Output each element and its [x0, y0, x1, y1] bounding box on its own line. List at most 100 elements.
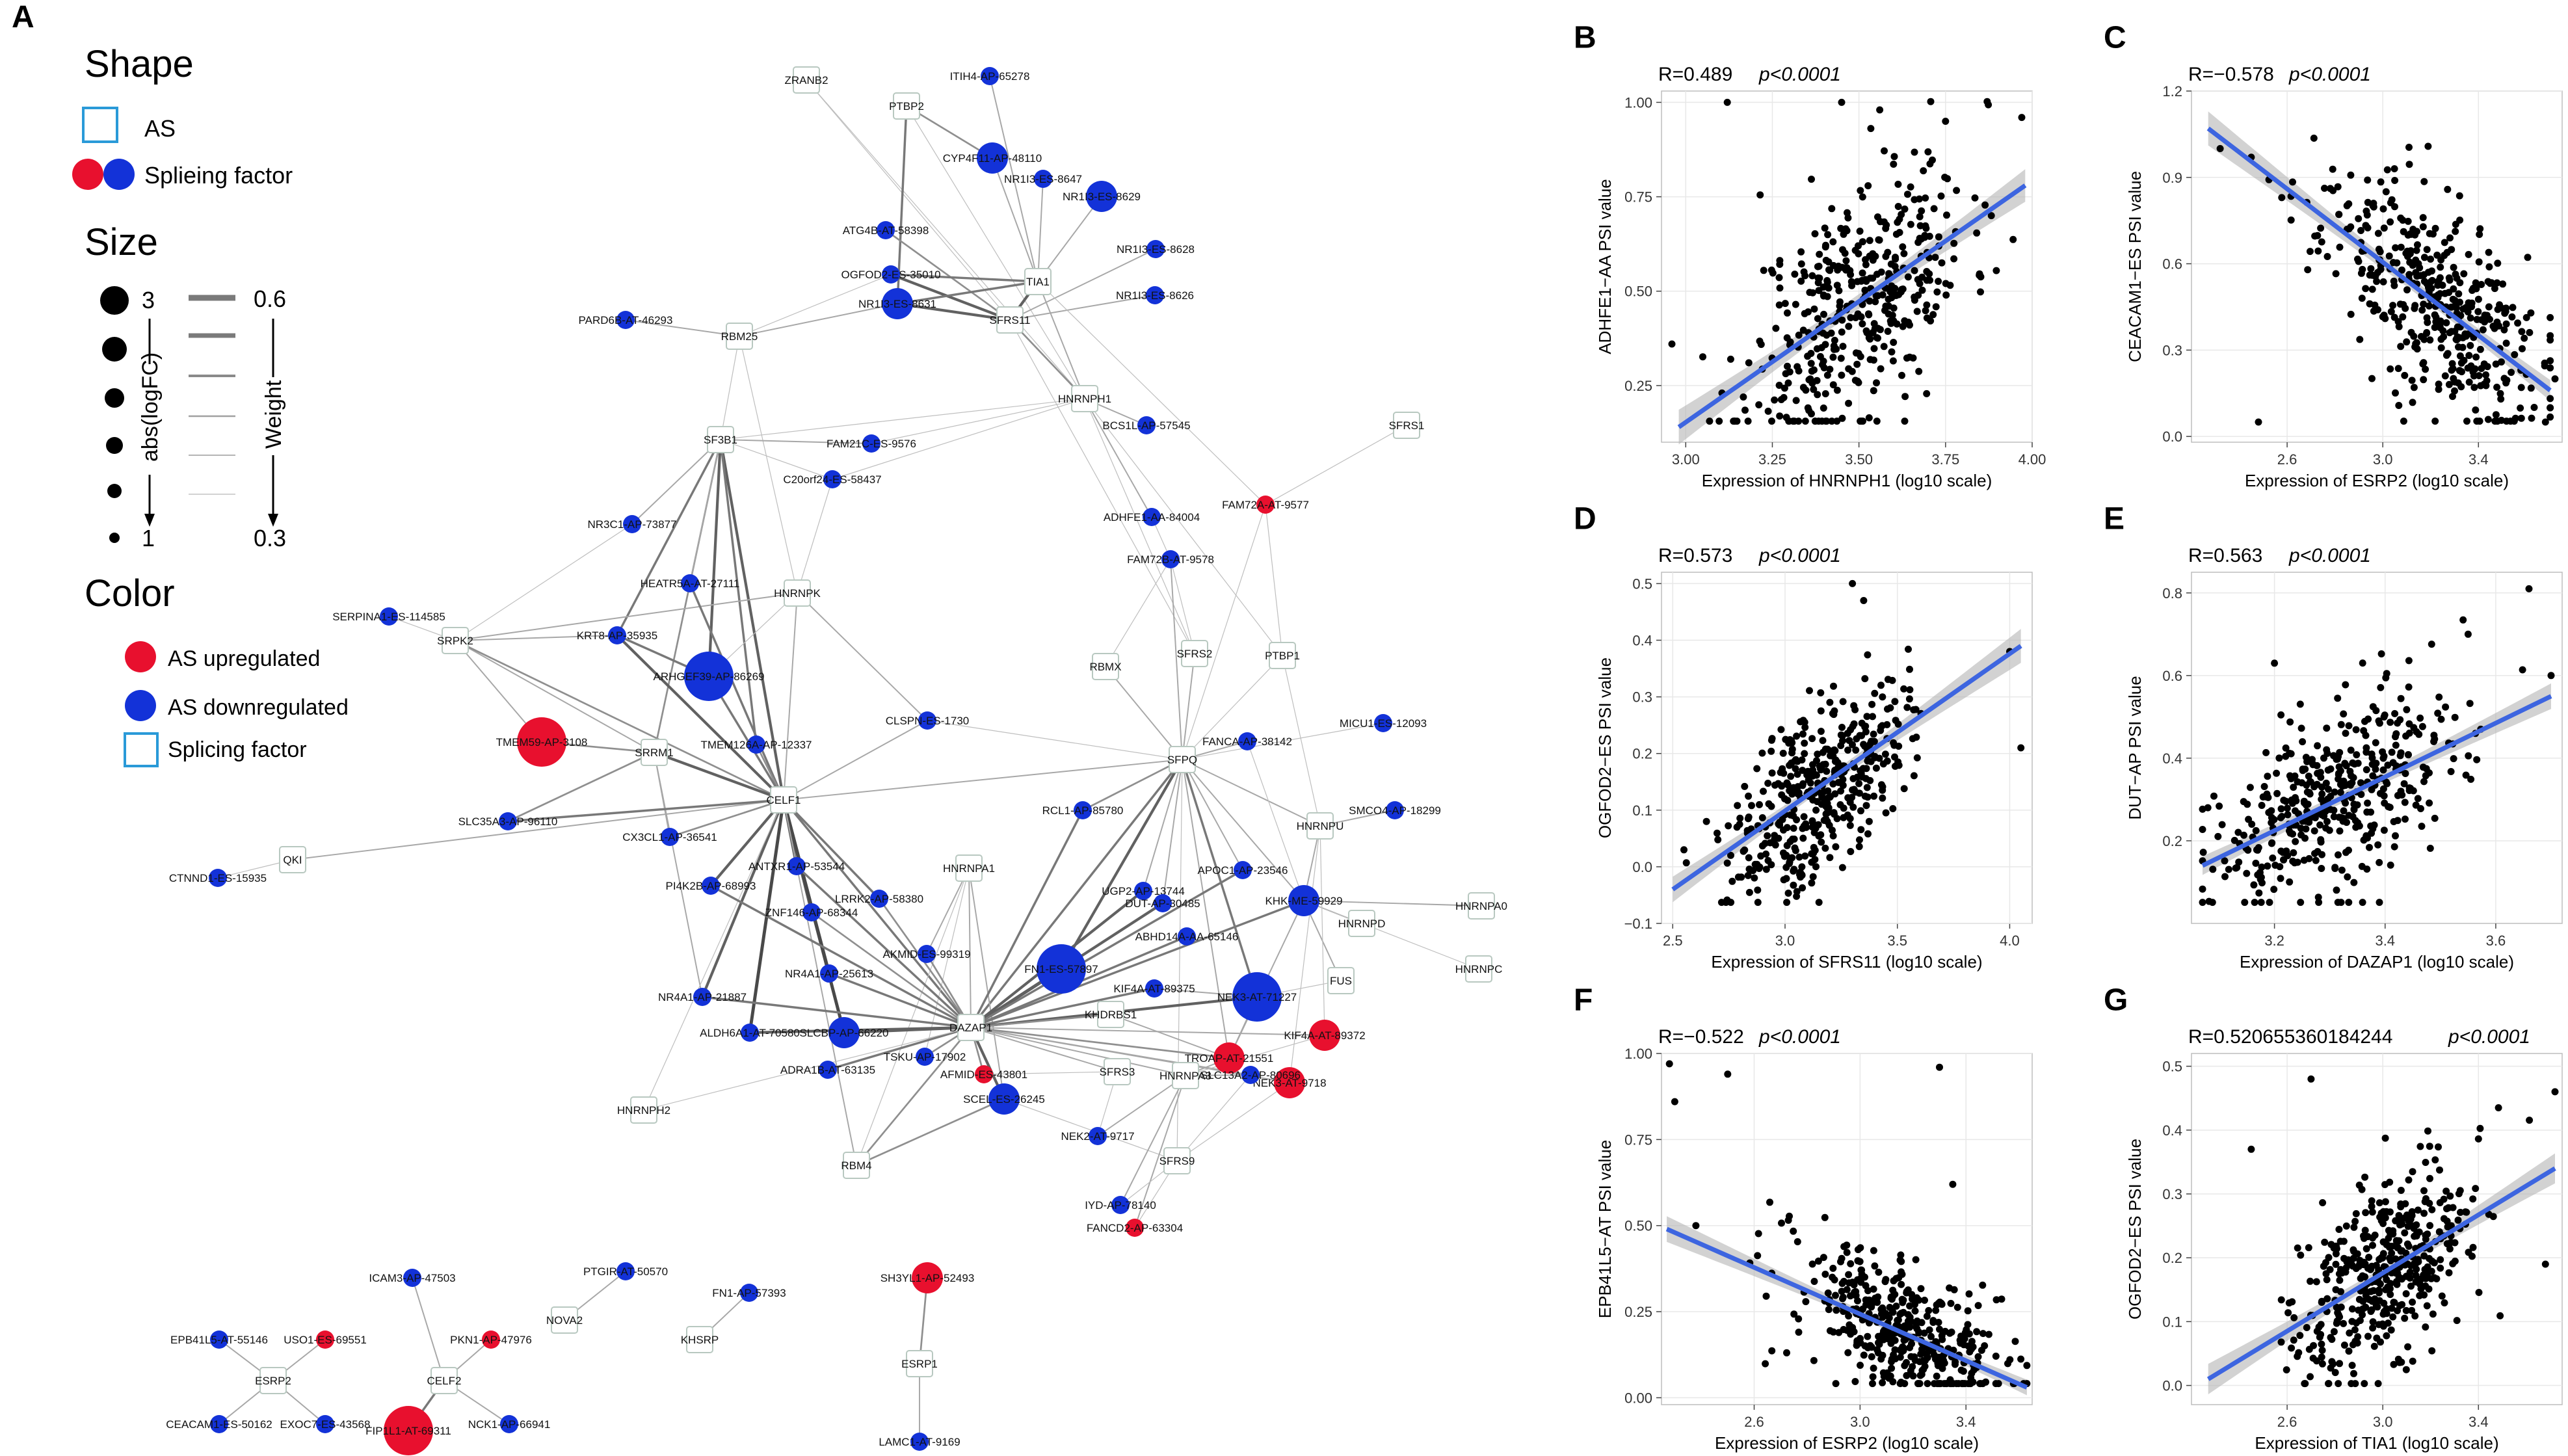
data-point — [1788, 759, 1795, 767]
data-point — [2410, 1224, 2418, 1232]
data-point — [2455, 192, 2463, 200]
data-point — [2467, 775, 2475, 783]
network-edge — [782, 799, 880, 900]
data-point — [2316, 821, 2324, 829]
network-node-label: HNRNPA1 — [943, 862, 995, 875]
data-point — [2485, 248, 2493, 256]
data-point — [1801, 750, 1808, 758]
data-point — [2235, 858, 2243, 866]
data-point — [1808, 823, 1816, 831]
data-point — [2525, 585, 2533, 592]
data-point — [2257, 899, 2265, 907]
network-edge — [827, 1026, 972, 1071]
data-point — [2460, 270, 2468, 278]
data-point — [2437, 344, 2445, 352]
as-down-node — [499, 812, 517, 830]
x-tick-label: 3.25 — [1758, 451, 1786, 468]
x-tick-label: 2.6 — [2277, 451, 2297, 468]
data-point — [1947, 1299, 1955, 1307]
data-point — [2393, 1280, 2401, 1288]
network-node-label: FAM72B-AT-9578 — [1127, 553, 1214, 566]
x-tick-label: 3.0 — [2373, 451, 2393, 468]
data-point — [1859, 276, 1866, 284]
data-point — [2335, 769, 2342, 777]
data-point — [1745, 792, 1753, 800]
data-point — [2400, 301, 2407, 308]
data-point — [1833, 282, 1841, 289]
data-point — [2436, 322, 2444, 330]
data-point — [2318, 1347, 2326, 1354]
network-node: RBM25 — [721, 323, 758, 350]
data-point — [2524, 254, 2532, 261]
splicing-factor-square — [707, 426, 734, 453]
y-tick-label: 0.3 — [2162, 342, 2182, 358]
data-point — [2414, 1256, 2422, 1264]
data-point — [1760, 267, 1767, 274]
data-point — [1848, 1325, 1856, 1333]
data-point — [1767, 802, 1775, 810]
data-point — [2297, 724, 2305, 732]
network-node-label: NR1I3-ES-8628 — [1117, 243, 1195, 256]
network-node: HNRNPA3 — [1159, 1062, 1211, 1089]
data-point — [2443, 1240, 2451, 1248]
data-point — [1894, 180, 1902, 188]
data-point — [1665, 1060, 1673, 1068]
network-node: BCS1L-AP-57545 — [1102, 416, 1191, 434]
data-point — [2359, 899, 2366, 907]
data-point — [1868, 1353, 1875, 1360]
data-point — [1864, 651, 1872, 659]
network-node-label: SLCBP-AP-66220 — [799, 1027, 888, 1039]
data-point — [2368, 1208, 2376, 1216]
network-edge — [970, 1027, 1186, 1076]
data-point — [2405, 271, 2413, 278]
network-edge — [1037, 281, 1085, 399]
as-down-node — [209, 869, 227, 887]
data-point — [2363, 766, 2370, 774]
data-point — [2336, 827, 2344, 835]
data-point — [1911, 1307, 1919, 1315]
data-point — [1762, 1292, 1770, 1300]
x-tick-label: 2.6 — [1744, 1414, 1764, 1430]
data-point — [1890, 153, 1898, 161]
data-point — [2482, 371, 2490, 378]
data-point — [2479, 326, 2487, 334]
data-point — [2457, 359, 2465, 367]
data-point — [1976, 1380, 1984, 1388]
network-node: KHSRP — [681, 1326, 719, 1353]
data-point — [2303, 1324, 2310, 1331]
data-point — [2257, 875, 2264, 883]
data-point — [1927, 98, 1935, 105]
data-point — [2324, 766, 2332, 774]
as-down-node — [910, 1433, 929, 1451]
data-point — [2307, 1373, 2314, 1381]
data-point — [1922, 224, 1930, 232]
data-point — [2351, 1217, 2359, 1225]
data-point — [2388, 196, 2396, 204]
data-point — [1807, 779, 1814, 787]
data-point — [2437, 1264, 2444, 1272]
splicing-factor-square — [843, 1152, 870, 1179]
data-point — [1906, 353, 1914, 361]
data-point — [1778, 1219, 1785, 1227]
network-node-label: NR1I3-ES-8631 — [858, 298, 936, 310]
data-point — [1784, 309, 1791, 317]
as-down-node — [918, 711, 936, 730]
data-point — [1844, 747, 1852, 754]
data-point — [1976, 270, 1983, 278]
data-point — [1829, 381, 1837, 389]
legend-down-circle — [125, 690, 156, 721]
data-point — [1886, 1304, 1894, 1311]
network-node: NEK3-AT-71227 — [1217, 972, 1297, 1022]
data-point — [2318, 238, 2325, 246]
network-edge — [616, 439, 722, 636]
network-node-label: NCK1-AP-66941 — [468, 1418, 551, 1431]
network-node-label: DUT-AP-30485 — [1125, 897, 1200, 910]
data-point — [2419, 223, 2427, 231]
data-point — [2502, 339, 2510, 347]
data-point — [2199, 826, 2206, 833]
as-down-node — [616, 311, 635, 329]
data-point — [1920, 1366, 1927, 1373]
data-point — [1819, 737, 1827, 745]
data-point — [1982, 1378, 1990, 1386]
data-point — [2391, 203, 2398, 211]
